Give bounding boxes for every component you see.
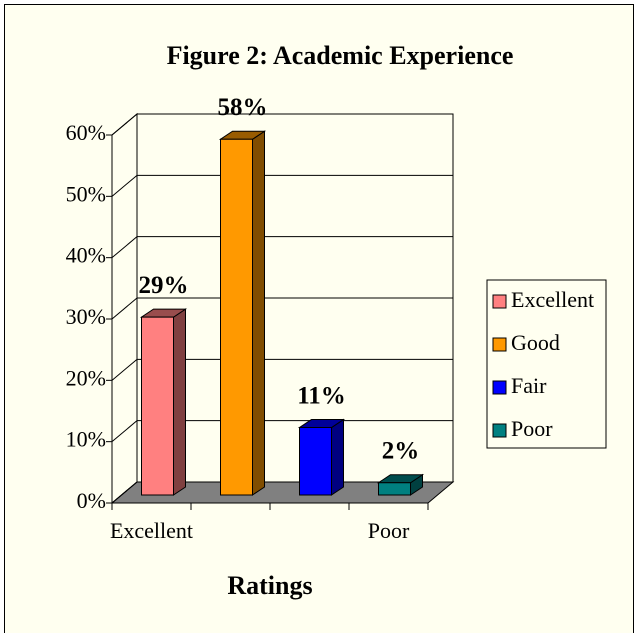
grid-line — [111, 358, 453, 381]
bar — [218, 130, 267, 496]
grid-line — [111, 420, 453, 443]
legend-label: Fair — [511, 373, 547, 398]
legend-label: Excellent — [511, 287, 594, 312]
x-axis-title: Ratings — [227, 571, 312, 600]
y-tick-label: 60% — [66, 120, 106, 145]
bar — [376, 473, 425, 496]
y-tick-label: 30% — [66, 304, 106, 329]
chart-title: Figure 2: Academic Experience — [167, 41, 514, 70]
grid-line — [111, 236, 453, 259]
value-label: 2% — [382, 437, 420, 464]
value-label: 29% — [139, 272, 189, 299]
legend-swatch — [492, 294, 507, 309]
x-tick-label: Poor — [368, 518, 410, 543]
value-label: 11% — [297, 382, 346, 409]
legend-label: Poor — [511, 416, 553, 441]
x-tick-label: Excellent — [110, 518, 193, 543]
bar — [139, 308, 188, 496]
grid-line — [111, 297, 453, 320]
legend-swatch — [492, 423, 507, 438]
bar — [297, 418, 346, 496]
legend-label: Good — [511, 330, 560, 355]
y-tick-label: 10% — [66, 427, 106, 452]
grid-line — [111, 481, 453, 504]
legend-swatch — [492, 337, 507, 352]
y-tick-label: 0% — [77, 488, 106, 513]
grid-line — [111, 174, 453, 197]
legend-swatch — [492, 380, 507, 395]
y-tick-label: 20% — [66, 365, 106, 390]
grid-line — [111, 113, 453, 136]
value-label: 58% — [218, 94, 268, 121]
legend-box — [486, 279, 607, 449]
y-tick-label: 50% — [66, 181, 106, 206]
y-tick-label: 40% — [66, 243, 106, 268]
